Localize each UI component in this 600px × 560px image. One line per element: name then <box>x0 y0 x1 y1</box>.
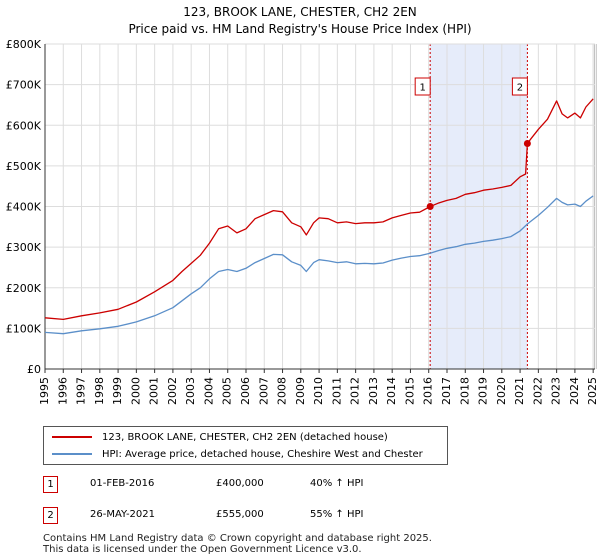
x-tick-label: 1996 <box>56 377 69 405</box>
y-tick-label: £600K <box>6 119 42 132</box>
x-tick-label: 2017 <box>440 377 453 405</box>
y-tick-label: £800K <box>6 38 42 51</box>
x-tick-label: 2004 <box>202 377 215 405</box>
transaction-date: 26-MAY-2021 <box>90 509 156 520</box>
x-tick-label: 2021 <box>513 377 526 405</box>
x-tick-label: 2013 <box>367 377 380 405</box>
x-tick-label: 2024 <box>568 377 581 405</box>
legend-label-hpi: HPI: Average price, detached house, Ches… <box>102 448 423 460</box>
transaction-hpi-change: 55% ↑ HPI <box>310 509 364 520</box>
x-tick-label: 2005 <box>221 377 234 405</box>
chart-title: 123, BROOK LANE, CHESTER, CH2 2EN <box>183 5 417 19</box>
x-tick-label: 2000 <box>129 377 142 405</box>
transaction-date: 01-FEB-2016 <box>90 478 155 489</box>
sale-point <box>426 203 434 210</box>
sale-label-box <box>511 77 528 96</box>
x-tick-label: 2011 <box>330 377 343 405</box>
legend-item-hpi: HPI: Average price, detached house, Ches… <box>52 446 423 462</box>
chart-subtitle: Price paid vs. HM Land Registry's House … <box>128 22 471 36</box>
footer: Contains HM Land Registry data © Crown c… <box>43 533 432 555</box>
transaction-badge: 2 <box>43 507 58 524</box>
footer-copyright: Contains HM Land Registry data © Crown c… <box>43 533 432 544</box>
x-tick-label: 2007 <box>257 377 270 405</box>
legend: 123, BROOK LANE, CHESTER, CH2 2EN (detac… <box>43 426 448 465</box>
x-tick-label: 2012 <box>349 377 362 405</box>
transaction-price: £555,000 <box>216 509 264 520</box>
x-tick-label: 2022 <box>531 377 544 405</box>
transaction-hpi-change: 40% ↑ HPI <box>310 478 364 489</box>
x-tick-label: 2020 <box>495 377 508 405</box>
x-tick-label: 2010 <box>312 377 325 405</box>
x-tick-label: 1999 <box>111 377 124 405</box>
x-tick-label: 2023 <box>550 377 563 405</box>
legend-item-property: 123, BROOK LANE, CHESTER, CH2 2EN (detac… <box>52 429 388 445</box>
hpi-line <box>44 195 594 335</box>
x-tick-label: 2003 <box>184 377 197 405</box>
y-tick-label: £200K <box>6 282 42 295</box>
sale-label: 1 <box>419 83 425 94</box>
y-tick-label: £0 <box>27 363 41 376</box>
x-tick-label: 2002 <box>166 377 179 405</box>
y-tick-label: £100K <box>6 322 42 335</box>
x-tick-label: 2015 <box>403 377 416 405</box>
transaction-badge: 1 <box>43 476 58 493</box>
legend-swatch-property <box>52 436 92 438</box>
x-tick-label: 2009 <box>294 377 307 405</box>
x-tick-label: 2008 <box>276 377 289 405</box>
x-tick-label: 2019 <box>477 377 490 405</box>
x-tick-label: 1998 <box>93 377 106 405</box>
x-tick-label: 2014 <box>385 377 398 405</box>
footer-licence: This data is licensed under the Open Gov… <box>43 544 362 555</box>
y-tick-label: £300K <box>6 241 42 254</box>
legend-label-property: 123, BROOK LANE, CHESTER, CH2 2EN (detac… <box>102 431 388 443</box>
y-tick-label: £500K <box>6 160 42 173</box>
x-tick-label: 2006 <box>239 377 252 405</box>
sale-label: 2 <box>517 83 523 94</box>
y-tick-label: £400K <box>6 201 42 214</box>
sale-point <box>523 140 531 148</box>
x-tick-label: 1997 <box>75 377 88 405</box>
x-tick-label: 2025 <box>586 377 599 405</box>
sale-label-box <box>414 77 431 96</box>
x-tick-label: 2001 <box>148 377 161 405</box>
x-tick-label: 2016 <box>422 377 435 405</box>
price-chart: 123, BROOK LANE, CHESTER, CH2 2EN Price … <box>6 5 599 405</box>
x-tick-label: 2018 <box>458 377 471 405</box>
x-tick-label: 1995 <box>38 377 51 405</box>
y-tick-label: £700K <box>6 79 42 92</box>
legend-swatch-hpi <box>52 453 92 455</box>
transaction-price: £400,000 <box>216 478 264 489</box>
